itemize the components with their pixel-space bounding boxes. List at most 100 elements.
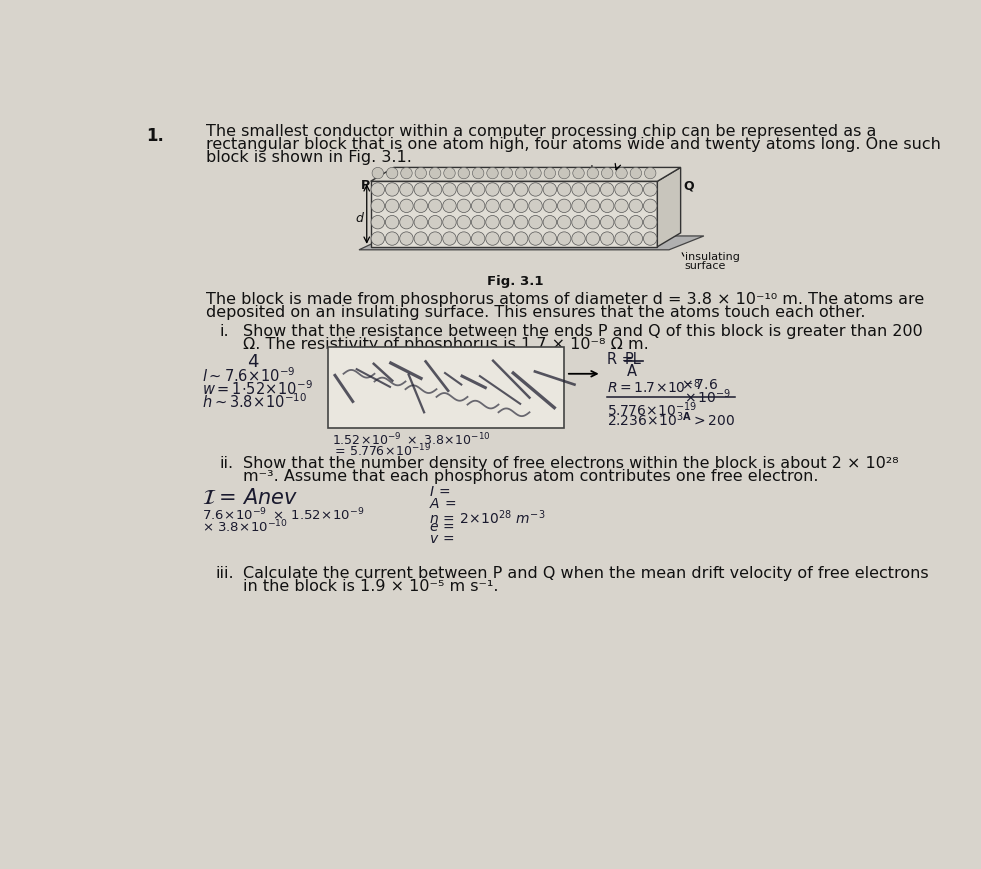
Text: $5.776\!\times\!10^{-19}$: $5.776\!\times\!10^{-19}$ <box>607 400 697 419</box>
Circle shape <box>600 182 614 196</box>
FancyBboxPatch shape <box>328 347 564 428</box>
Circle shape <box>386 199 399 213</box>
Circle shape <box>630 168 642 179</box>
Circle shape <box>442 232 456 245</box>
Text: i.: i. <box>220 324 230 339</box>
Circle shape <box>401 168 412 179</box>
Text: $7.6\!\times\!10^{-9}\ \times\ 1.52\!\times\!10^{-9}$: $7.6\!\times\!10^{-9}\ \times\ 1.52\!\ti… <box>202 507 365 524</box>
Circle shape <box>586 216 599 229</box>
Circle shape <box>615 216 628 229</box>
Text: in the block is 1.9 × 10⁻⁵ m s⁻¹.: in the block is 1.9 × 10⁻⁵ m s⁻¹. <box>242 580 498 594</box>
Text: × 10: × 10 <box>425 351 453 364</box>
Circle shape <box>414 199 428 213</box>
Circle shape <box>414 232 428 245</box>
Circle shape <box>442 199 456 213</box>
Text: $\times\, 7.6$: $\times\, 7.6$ <box>681 378 718 392</box>
Text: $R = 1.7\!\times\!10^{-8}$: $R = 1.7\!\times\!10^{-8}$ <box>607 378 700 396</box>
Circle shape <box>572 199 586 213</box>
Circle shape <box>414 216 428 229</box>
Text: $\mathcal{I}=\,\mathit{Anev}$: $\mathcal{I}=\,\mathit{Anev}$ <box>202 488 298 507</box>
Circle shape <box>486 182 499 196</box>
Text: $n\,=\,2\!\times\!10^{28}\ m^{-3}$: $n\,=\,2\!\times\!10^{28}\ m^{-3}$ <box>429 508 545 527</box>
Circle shape <box>600 199 614 213</box>
Circle shape <box>415 168 427 179</box>
Circle shape <box>399 216 413 229</box>
Text: deposited on an insulating surface. This ensures that the atoms touch each other: deposited on an insulating surface. This… <box>206 305 866 321</box>
Circle shape <box>644 216 657 229</box>
Text: Calculate the current between P and Q when the mean drift velocity of free elect: Calculate the current between P and Q wh… <box>242 567 928 581</box>
Circle shape <box>399 182 413 196</box>
Text: Q: Q <box>683 180 694 193</box>
Circle shape <box>500 232 514 245</box>
Circle shape <box>399 232 413 245</box>
Circle shape <box>645 168 656 179</box>
Text: The block is made from phosphorus atoms of diameter d = 3.8 × 10⁻¹⁰ m. The atoms: The block is made from phosphorus atoms … <box>206 292 924 307</box>
Text: Ω. The resistivity of phosphorus is 1.7 × 10⁻⁸ Ω m.: Ω. The resistivity of phosphorus is 1.7 … <box>242 337 648 352</box>
Circle shape <box>629 232 643 245</box>
Circle shape <box>616 168 627 179</box>
Circle shape <box>500 182 514 196</box>
Circle shape <box>371 232 385 245</box>
Circle shape <box>629 199 643 213</box>
Circle shape <box>457 199 471 213</box>
Circle shape <box>429 199 441 213</box>
Circle shape <box>543 232 556 245</box>
Circle shape <box>644 199 657 213</box>
Text: ii.: ii. <box>220 456 233 471</box>
Circle shape <box>442 182 456 196</box>
Text: Fig. 3.1: Fig. 3.1 <box>488 275 543 289</box>
Circle shape <box>529 232 542 245</box>
Circle shape <box>629 182 643 196</box>
Text: The smallest conductor within a computer processing chip can be represented as a: The smallest conductor within a computer… <box>206 123 877 138</box>
Circle shape <box>587 168 598 179</box>
Circle shape <box>557 182 571 196</box>
Circle shape <box>472 199 485 213</box>
Text: d: d <box>355 212 363 225</box>
Text: m: m <box>472 351 483 364</box>
Text: atoms: atoms <box>584 164 621 177</box>
Circle shape <box>429 232 441 245</box>
Circle shape <box>557 199 571 213</box>
Text: $v\,=$: $v\,=$ <box>429 532 454 546</box>
Circle shape <box>486 199 499 213</box>
Polygon shape <box>657 168 681 247</box>
Circle shape <box>500 199 514 213</box>
Text: Show that the number density of free electrons within the block is about 2 × 10²: Show that the number density of free ele… <box>242 456 899 471</box>
Circle shape <box>457 232 471 245</box>
Circle shape <box>429 182 441 196</box>
Text: $1.52\!\times\!10^{-9}\ \times\ 3.8\!\times\!10^{-10}$: $1.52\!\times\!10^{-9}\ \times\ 3.8\!\ti… <box>332 432 490 448</box>
Text: surface: surface <box>685 261 726 270</box>
Text: A: A <box>627 364 637 379</box>
Circle shape <box>514 216 528 229</box>
Text: block is shown in Fig. 3.1.: block is shown in Fig. 3.1. <box>206 149 412 165</box>
Circle shape <box>615 182 628 196</box>
Circle shape <box>458 168 470 179</box>
Circle shape <box>615 199 628 213</box>
Circle shape <box>487 168 498 179</box>
Text: m⁻³. Assume that each phosphorus atom contributes one free electron.: m⁻³. Assume that each phosphorus atom co… <box>242 469 818 484</box>
Circle shape <box>386 232 399 245</box>
Text: insulating: insulating <box>685 252 740 262</box>
Circle shape <box>644 182 657 196</box>
Circle shape <box>387 168 398 179</box>
Circle shape <box>543 182 556 196</box>
Text: 1.: 1. <box>146 128 164 145</box>
Circle shape <box>544 168 555 179</box>
Circle shape <box>586 182 599 196</box>
Circle shape <box>530 168 542 179</box>
Circle shape <box>572 182 586 196</box>
Text: $h \sim 3.8\!\times\!10^{-10}$: $h \sim 3.8\!\times\!10^{-10}$ <box>202 392 307 411</box>
Text: $I\,=$: $I\,=$ <box>429 486 450 500</box>
Circle shape <box>486 232 499 245</box>
Text: P: P <box>361 179 371 192</box>
Text: $=\,5.776\!\times\!10^{-19}$: $=\,5.776\!\times\!10^{-19}$ <box>332 443 431 460</box>
Text: $2.236\!\times\!10^{3\mathbf{A}} > 200$: $2.236\!\times\!10^{3\mathbf{A}} > 200$ <box>607 411 735 429</box>
Text: $e\,=$: $e\,=$ <box>429 520 454 534</box>
Text: PL: PL <box>625 352 642 368</box>
Polygon shape <box>371 182 657 247</box>
Circle shape <box>543 216 556 229</box>
Circle shape <box>600 216 614 229</box>
Text: $\times\ 3.8\!\times\!10^{-10}$: $\times\ 3.8\!\times\!10^{-10}$ <box>202 519 288 535</box>
Text: $l \sim 7.6\!\times\!10^{-9}$: $l \sim 7.6\!\times\!10^{-9}$ <box>202 366 296 385</box>
Circle shape <box>372 168 384 179</box>
